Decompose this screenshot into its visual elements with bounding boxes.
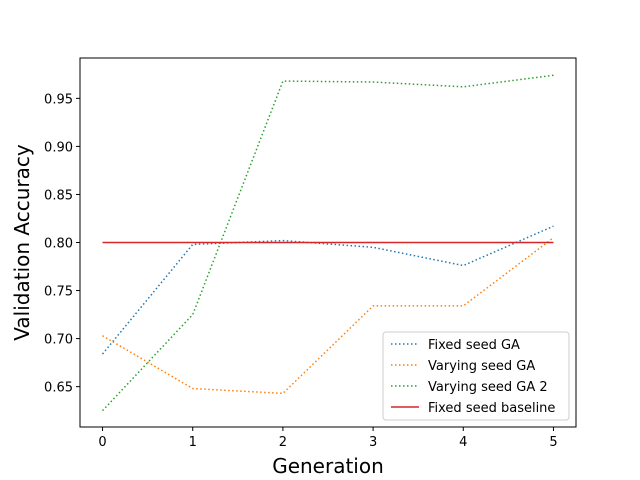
y-tick-label: 0.75 <box>44 285 73 300</box>
x-tick-label: 1 <box>189 435 197 450</box>
legend: Fixed seed GA Varying seed GA Varying seed… <box>382 331 570 421</box>
x-tick-label: 5 <box>549 435 557 450</box>
y-tick-label: 0.80 <box>44 237 73 252</box>
series-line-1 <box>102 237 554 395</box>
legend-label-0: Fixed seed GA <box>428 338 520 353</box>
y-tick-label: 0.85 <box>44 188 73 203</box>
legend-label-2: Varying seed GA 2 <box>428 380 548 395</box>
x-axis-ticks: 0 1 2 3 4 5 <box>98 427 558 450</box>
y-axis-label: Validation Accuracy <box>10 144 34 341</box>
series-lines <box>101 74 554 412</box>
y-axis-ticks: 0.65 0.70 0.75 0.80 0.85 0.90 0.95 <box>44 92 80 396</box>
x-tick-label: 2 <box>279 435 287 450</box>
legend-box <box>382 331 570 421</box>
y-tick-label: 0.65 <box>44 381 73 396</box>
y-tick-label: 0.70 <box>44 333 73 348</box>
series-line-0 <box>101 225 554 355</box>
x-tick-label: 4 <box>459 435 467 450</box>
x-tick-label: 0 <box>98 435 106 450</box>
legend-label-3: Fixed seed baseline <box>428 401 555 416</box>
x-tick-label: 3 <box>369 435 377 450</box>
x-axis-label: Generation <box>272 454 384 478</box>
y-tick-label: 0.95 <box>44 92 73 107</box>
y-tick-label: 0.90 <box>44 140 73 155</box>
legend-label-1: Varying seed GA <box>428 359 535 374</box>
